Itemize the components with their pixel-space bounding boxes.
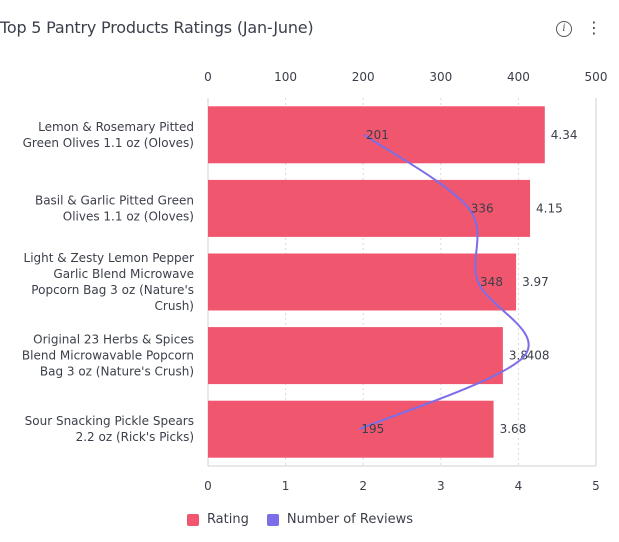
reviews-label-3: 408 — [527, 349, 550, 363]
bottom-tick-2: 2 — [359, 479, 367, 493]
reviews-label-1: 336 — [471, 201, 494, 215]
top-tick-0: 0 — [204, 70, 212, 84]
category-label-2-2: Popcorn Bag 3 oz (Nature's — [31, 283, 194, 297]
rating-label-1: 4.15 — [536, 201, 563, 215]
category-label-2-0: Light & Zesty Lemon Pepper — [24, 251, 195, 265]
legend-swatch-1 — [266, 513, 279, 526]
top-tick-2: 200 — [352, 70, 375, 84]
category-label-4-0: Sour Snacking Pickle Spears — [25, 414, 194, 428]
chart-title: Top 5 Pantry Products Ratings (Jan-June) — [0, 18, 314, 37]
legend-label-0: Rating — [206, 512, 249, 527]
bar-3 — [208, 327, 503, 385]
bottom-tick-0: 0 — [204, 479, 212, 493]
rating-label-2: 3.97 — [522, 275, 549, 289]
info-icon[interactable]: i — [556, 21, 572, 37]
top-tick-5: 500 — [585, 70, 608, 84]
top-tick-3: 300 — [429, 70, 452, 84]
top-tick-4: 400 — [507, 70, 530, 84]
bottom-tick-4: 4 — [515, 479, 523, 493]
bar-0 — [208, 106, 545, 164]
legend-item-0[interactable]: Rating — [186, 512, 249, 527]
more-options-icon[interactable]: ⋮ — [586, 18, 602, 37]
category-label-2-3: Crush) — [155, 299, 194, 313]
bottom-tick-5: 5 — [592, 479, 600, 493]
category-label-2-1: Garlic Blend Microwave — [53, 267, 194, 281]
rating-bar-chart: 0 1 2 3 4 5 0 100 200 300 400 500 Lemon & Rosemary P… — [22, 70, 608, 493]
category-label-3-2: Bag 3 oz (Nature's Crush) — [40, 365, 194, 379]
bar-2 — [208, 253, 517, 311]
chart-legend: Rating Number of Reviews — [0, 512, 600, 527]
reviews-label-2: 348 — [480, 275, 503, 289]
category-label-3-1: Blend Microwavable Popcorn — [22, 349, 194, 363]
reviews-label-0: 201 — [366, 128, 389, 142]
rating-label-3: 3.8 — [509, 349, 528, 363]
reviews-line — [358, 133, 530, 431]
reviews-label-4: 195 — [361, 422, 384, 436]
category-label-4-1: 2.2 oz (Rick's Picks) — [76, 430, 194, 444]
top-tick-1: 100 — [274, 70, 297, 84]
bottom-tick-3: 3 — [437, 479, 445, 493]
category-label-1-1: Olives 1.1 oz (Oloves) — [63, 209, 194, 223]
category-label-0-1: Green Olives 1.1 oz (Oloves) — [23, 136, 194, 150]
category-label-3-0: Original 23 Herbs & Spices — [33, 333, 194, 347]
category-label-0-0: Lemon & Rosemary Pitted — [38, 120, 194, 134]
legend-item-1[interactable]: Number of Reviews — [266, 512, 414, 527]
rating-label-4: 3.68 — [500, 422, 527, 436]
legend-swatch-0 — [186, 513, 199, 526]
category-label-1-0: Basil & Garlic Pitted Green — [35, 193, 194, 207]
rating-label-0: 4.34 — [551, 128, 578, 142]
bottom-tick-1: 1 — [282, 479, 290, 493]
legend-label-1: Number of Reviews — [286, 512, 414, 527]
bar-4 — [208, 400, 494, 458]
